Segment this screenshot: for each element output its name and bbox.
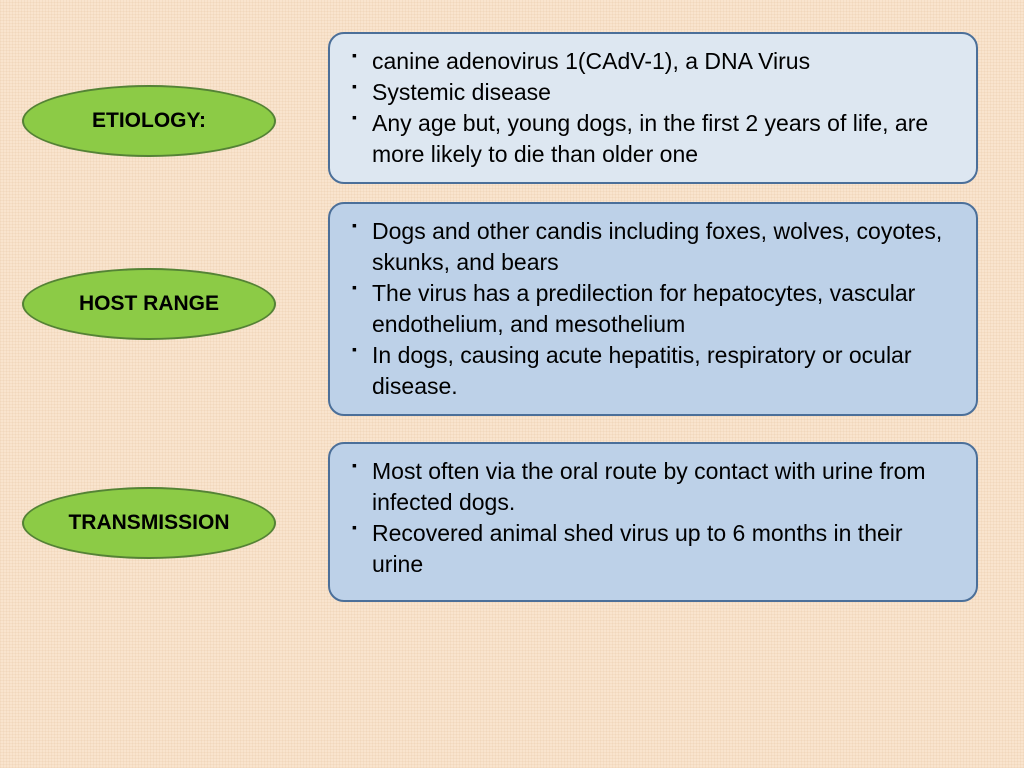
section-label-ellipse: ETIOLOGY:: [22, 85, 276, 157]
bullet-item: canine adenovirus 1(CAdV-1), a DNA Virus: [372, 46, 958, 77]
bullet-item: Most often via the oral route by contact…: [372, 456, 958, 518]
bullet-item: In dogs, causing acute hepatitis, respir…: [372, 340, 958, 402]
bullet-item: The virus has a predilection for hepatoc…: [372, 278, 958, 340]
section-content-box: canine adenovirus 1(CAdV-1), a DNA Virus…: [328, 32, 978, 184]
bullet-item: Systemic disease: [372, 77, 958, 108]
bullet-item: Any age but, young dogs, in the first 2 …: [372, 108, 958, 170]
bullet-item: Recovered animal shed virus up to 6 mont…: [372, 518, 958, 580]
section-content-box: Most often via the oral route by contact…: [328, 442, 978, 602]
section-label-text: HOST RANGE: [79, 292, 219, 316]
section-label-text: ETIOLOGY:: [92, 109, 206, 133]
section-content-box: Dogs and other candis including foxes, w…: [328, 202, 978, 416]
bullet-list: Dogs and other candis including foxes, w…: [348, 216, 958, 402]
section-label-ellipse: TRANSMISSION: [22, 487, 276, 559]
section-label-ellipse: HOST RANGE: [22, 268, 276, 340]
section-label-text: TRANSMISSION: [68, 511, 229, 535]
bullet-list: canine adenovirus 1(CAdV-1), a DNA Virus…: [348, 46, 958, 170]
bullet-item: Dogs and other candis including foxes, w…: [372, 216, 958, 278]
bullet-list: Most often via the oral route by contact…: [348, 456, 958, 580]
